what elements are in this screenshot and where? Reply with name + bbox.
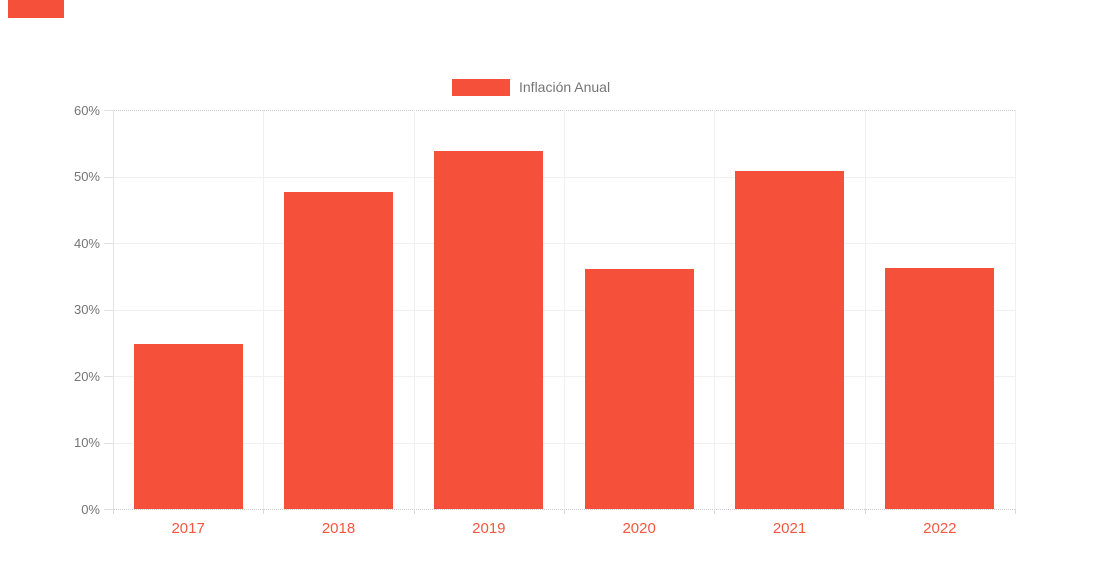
y-axis-tick-30 [104,309,113,311]
y-axis-tick-10 [104,442,113,444]
gridline-v-2 [413,110,415,509]
y-tick-label-30: 30% [73,302,100,317]
top-left-red-marker [8,0,64,18]
x-axis-tick-6 [1015,509,1016,514]
bar-2018[interactable] [284,192,393,509]
gridline-v-1 [263,110,265,509]
x-tick-label-2022: 2022 [923,520,957,537]
x-tick-label-2021: 2021 [772,520,807,537]
x-axis-tick-5 [864,509,866,514]
y-axis-tick-0 [104,509,113,510]
y-tick-label-0: 0% [81,501,100,517]
x-tick-label-2019: 2019 [472,520,506,537]
bar-2019[interactable] [434,151,544,509]
bar-2020[interactable] [584,268,694,509]
legend-label: Inflación Anual [519,79,611,95]
x-tick-label-2020: 2020 [622,520,656,537]
x-axis-tick-2 [413,509,415,514]
y-axis-tick-20 [104,376,113,377]
x-axis-tick-1 [263,509,265,514]
legend-color-swatch [452,79,510,96]
gridline-v-5 [864,110,866,509]
y-axis-tick-40 [104,243,113,244]
y-tick-label-10: 10% [73,435,100,450]
chart-legend[interactable]: Inflación Anual [452,79,610,96]
gridline-v-6 [1015,110,1016,509]
gridline-v-0 [113,110,114,509]
y-axis-tick-50 [104,176,113,178]
x-axis-tick-3 [564,509,565,514]
y-tick-label-50: 50% [73,169,100,184]
bar-2017[interactable] [133,344,243,509]
plot-area: 0% 10% 20% 30% 40% 50% 60% 2017 2018 2019 2020 2021… [74,104,1016,537]
x-tick-label-2018: 2018 [321,520,356,537]
y-tick-label-20: 20% [73,368,100,384]
bar-2022[interactable] [885,268,995,509]
gridline-v-3 [564,110,565,509]
y-tick-label-60: 60% [73,102,100,118]
bar-2021[interactable] [735,170,844,509]
x-tick-label-2017: 2017 [171,520,205,537]
y-tick-label-40: 40% [73,235,100,251]
gridline-v-4 [714,110,716,509]
x-axis-tick-4 [714,509,716,514]
y-axis-tick-60 [104,110,113,111]
x-axis-tick-0 [113,509,114,514]
